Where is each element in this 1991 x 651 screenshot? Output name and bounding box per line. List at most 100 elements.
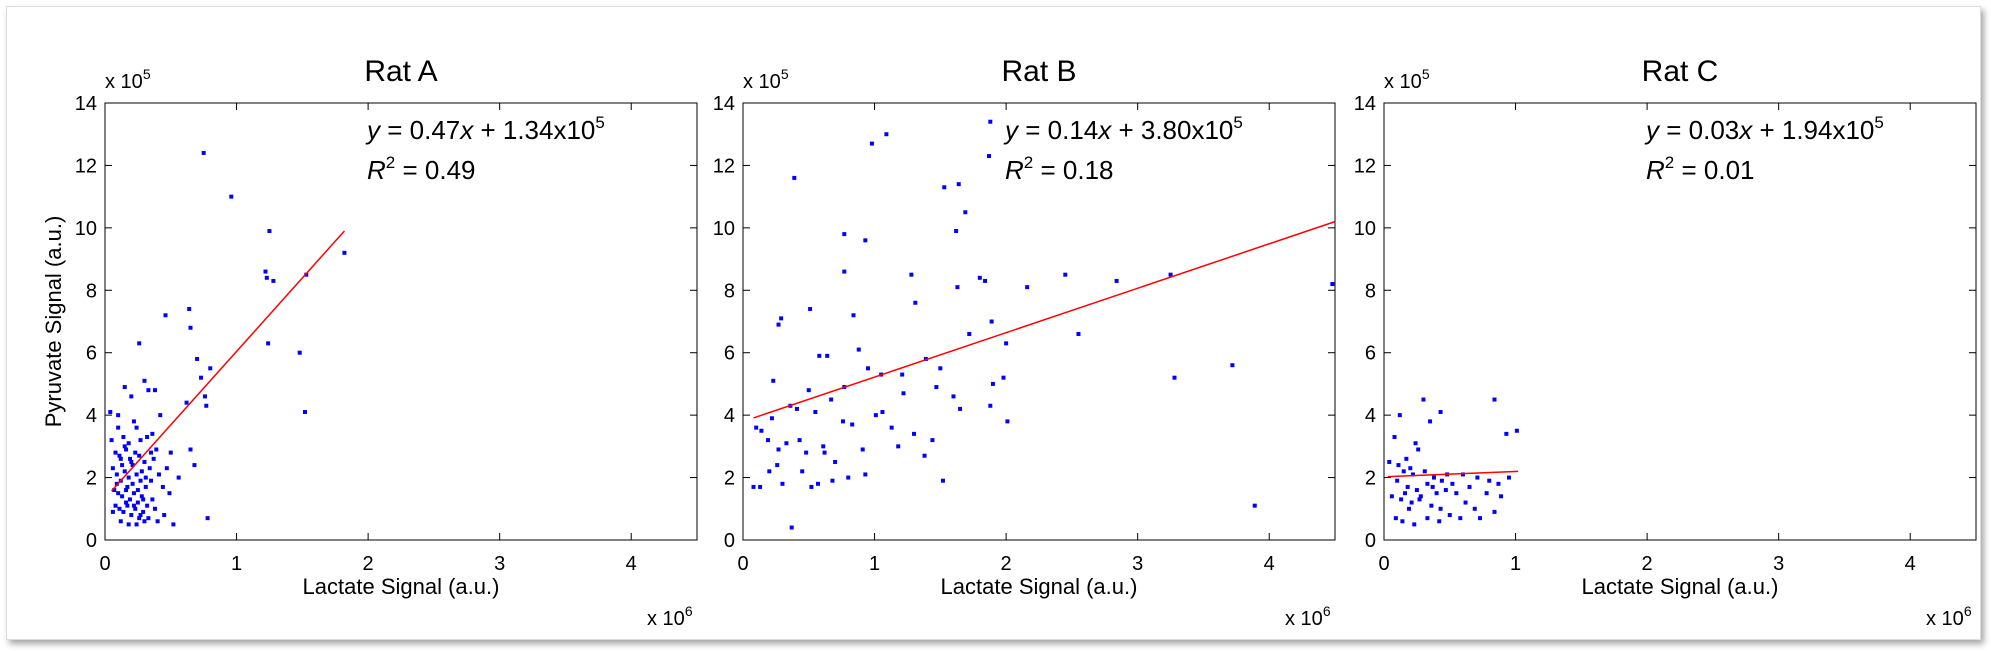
data-point — [1438, 506, 1443, 511]
data-point — [126, 441, 131, 446]
data-point — [120, 494, 125, 499]
data-point — [863, 472, 868, 477]
plot-area — [104, 102, 698, 541]
data-point — [951, 394, 956, 399]
data-point — [1389, 494, 1394, 499]
data-point — [1484, 491, 1489, 496]
data-point — [963, 210, 968, 215]
data-point — [154, 447, 159, 452]
data-point — [809, 484, 814, 489]
data-point — [1437, 519, 1442, 524]
data-point — [789, 525, 794, 530]
data-point — [909, 272, 914, 277]
data-point — [267, 228, 272, 233]
data-point — [297, 350, 302, 355]
data-point — [1412, 522, 1417, 527]
data-point — [139, 494, 144, 499]
data-point — [922, 453, 927, 458]
data-point — [117, 506, 122, 511]
data-point — [1422, 469, 1427, 474]
data-point — [112, 488, 117, 493]
data-point — [873, 413, 878, 418]
y-ticks: 0 2 4 6 8 10 12 14 — [713, 93, 1335, 552]
data-point — [1504, 431, 1509, 436]
data-point — [271, 278, 276, 283]
x-axis-multiplier: x 106 — [647, 603, 693, 630]
data-point — [1487, 478, 1492, 483]
data-point — [1492, 397, 1497, 402]
x-tick-label: 4 — [1905, 553, 1916, 575]
data-point — [147, 466, 152, 471]
data-point — [302, 410, 307, 415]
data-point — [125, 484, 130, 489]
data-point — [124, 447, 129, 452]
x-axis-label: Lactate Signal (a.u.) — [1582, 574, 1779, 599]
data-point — [122, 444, 127, 449]
data-point — [168, 450, 173, 455]
data-point — [146, 516, 151, 521]
data-point — [138, 513, 143, 518]
data-point — [880, 410, 885, 415]
data-point — [1431, 475, 1436, 480]
data-point — [1460, 472, 1465, 477]
data-point — [121, 434, 126, 439]
data-point — [131, 503, 136, 508]
data-point — [139, 469, 144, 474]
data-point — [1463, 500, 1468, 505]
data-point — [192, 463, 197, 468]
data-point — [1400, 519, 1405, 524]
data-point — [155, 519, 160, 524]
data-point — [769, 416, 774, 421]
data-point — [851, 313, 856, 318]
data-point — [116, 491, 121, 496]
x-axis-multiplier: x 106 — [1926, 603, 1972, 630]
data-point — [121, 509, 126, 514]
data-point — [942, 185, 947, 190]
data-point — [201, 150, 206, 155]
data-point — [1421, 397, 1426, 402]
data-point — [794, 406, 799, 411]
data-point — [792, 175, 797, 180]
data-point — [940, 478, 945, 483]
data-point — [171, 522, 176, 527]
data-point — [114, 472, 119, 477]
y-tick-label: 6 — [86, 343, 97, 365]
x-tick-label: 0 — [1378, 553, 1389, 575]
data-point — [118, 456, 123, 461]
y-tick-label: 0 — [86, 530, 97, 552]
y-tick-label: 8 — [86, 280, 97, 302]
data-point — [133, 506, 138, 511]
data-point — [1403, 491, 1408, 496]
y-tick-label: 10 — [1354, 218, 1376, 240]
data-point — [1467, 484, 1472, 489]
data-point — [869, 141, 874, 146]
data-point — [1417, 497, 1422, 502]
chart-title: Rat B — [1001, 55, 1076, 88]
y-axis-label: Pyruvate Signal (a.u.) — [41, 216, 66, 428]
data-point — [131, 491, 136, 496]
data-point — [804, 450, 809, 455]
y-tick-label: 12 — [75, 155, 97, 177]
fit-line — [111, 230, 345, 492]
data-point — [846, 475, 851, 480]
data-point — [1230, 363, 1235, 368]
data-point — [900, 372, 905, 377]
data-point — [1401, 469, 1406, 474]
data-point — [1506, 475, 1511, 480]
y-tick-label: 0 — [724, 530, 735, 552]
data-point — [1004, 341, 1009, 346]
fit-line — [1387, 470, 1519, 478]
y-tick-label: 12 — [1354, 155, 1376, 177]
data-point — [830, 478, 835, 483]
data-point — [889, 425, 894, 430]
data-point — [160, 484, 165, 489]
data-point — [1454, 491, 1459, 496]
data-point — [116, 413, 121, 418]
data-point — [149, 478, 154, 483]
data-point — [771, 378, 776, 383]
x-axis-multiplier: x 106 — [1285, 603, 1331, 630]
data-point — [134, 522, 139, 527]
data-point — [989, 319, 994, 324]
data-point — [977, 275, 982, 280]
data-point — [113, 503, 118, 508]
